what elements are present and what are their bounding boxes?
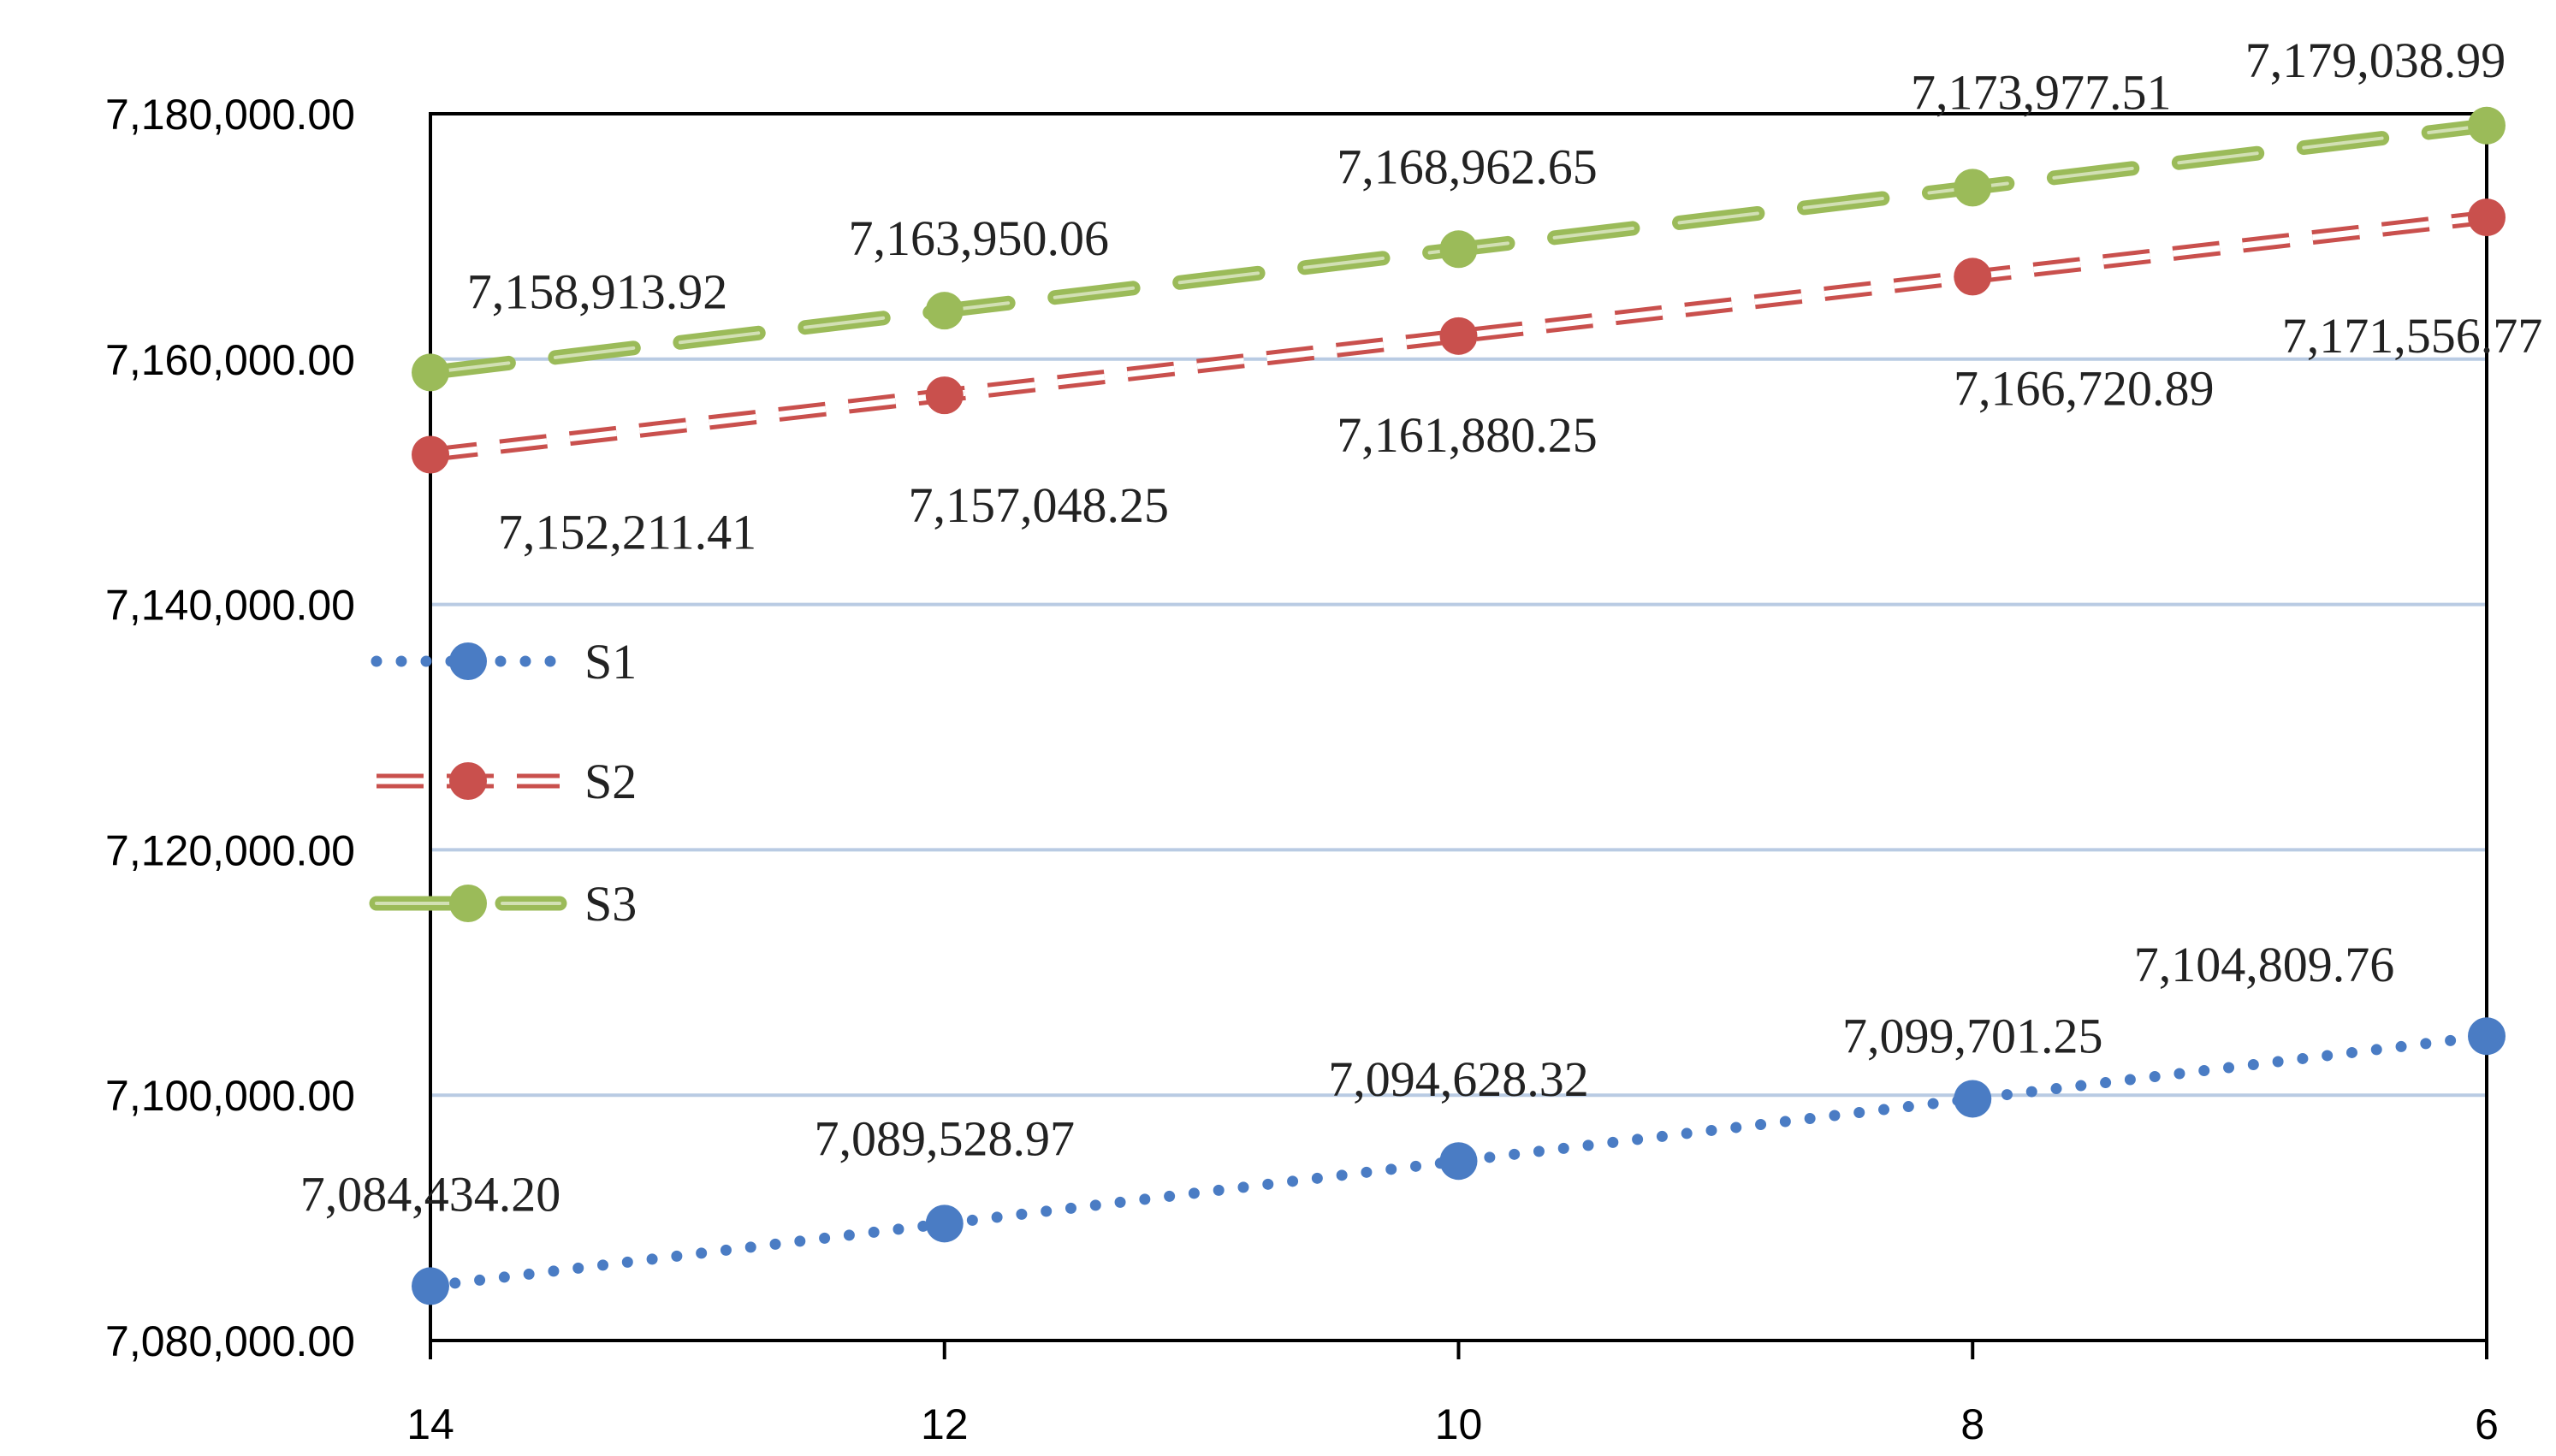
y-tick-label: 7,100,000.00 (105, 1072, 355, 1120)
data-point-s1 (1954, 1080, 1992, 1118)
data-label-s3: 7,168,962.65 (1337, 139, 1598, 194)
data-point-s3 (412, 353, 449, 392)
gridlines (430, 357, 2487, 1098)
data-label-s1: 7,084,434.20 (300, 1166, 561, 1222)
data-point-s2 (412, 435, 449, 474)
data-point-s2 (1954, 257, 1992, 296)
data-label-s3: 7,179,038.99 (2245, 33, 2506, 88)
data-point-s1 (2468, 1017, 2506, 1056)
data-point-s3 (925, 292, 964, 330)
data-label-s3: 7,173,977.51 (1911, 64, 2172, 120)
legend-marker-s3 (449, 885, 487, 922)
legend-label-s2: S2 (584, 754, 637, 809)
x-tick-label: 8 (1960, 1400, 1984, 1448)
legend-marker-s2 (449, 762, 487, 800)
data-label-s2: 7,161,880.25 (1337, 407, 1598, 463)
legend-label-s1: S1 (584, 634, 637, 690)
data-point-s1 (1439, 1142, 1478, 1181)
data-labels: 7,084,434.20 7,089,528.97 7,094,628.32 7,09… (300, 33, 2543, 1222)
legend-marker-s1 (449, 642, 487, 680)
axes: 14 12 10 8 6 7,080,000.00 7,100,000.00 7,120,00… (105, 91, 2499, 1448)
legend: S1 S2 S3 (369, 634, 637, 932)
y-tick-label: 7,160,000.00 (105, 336, 355, 384)
data-point-s2 (925, 376, 964, 415)
series (412, 106, 2506, 1305)
data-label-s1: 7,099,701.25 (1842, 1008, 2103, 1063)
data-label-s1: 7,094,628.32 (1328, 1051, 1589, 1107)
data-point-s1 (925, 1204, 964, 1243)
data-label-s2: 7,166,720.89 (1954, 360, 2215, 416)
y-tick-label: 7,180,000.00 (105, 91, 355, 139)
data-label-s1: 7,104,809.76 (2134, 937, 2395, 992)
data-label-s2: 7,171,556.77 (2282, 308, 2543, 364)
data-label-s3: 7,163,950.06 (849, 210, 1110, 266)
x-tick-label: 12 (921, 1400, 969, 1448)
data-label-s2: 7,157,048.25 (909, 477, 1170, 533)
data-point-s3 (1439, 230, 1478, 269)
legend-label-s3: S3 (584, 876, 637, 932)
data-point-s2 (1439, 317, 1478, 355)
series-line-s1 (424, 1030, 2493, 1292)
x-tick-label: 14 (406, 1400, 454, 1448)
data-point-s3 (1954, 169, 1992, 207)
data-label-s3: 7,158,913.92 (467, 263, 728, 319)
x-tick-label: 10 (1435, 1400, 1483, 1448)
data-point-s1 (412, 1267, 449, 1305)
y-tick-label: 7,120,000.00 (105, 826, 355, 874)
data-label-s1: 7,089,528.97 (815, 1110, 1076, 1166)
x-tick-label: 6 (2475, 1400, 2499, 1448)
y-tick-label: 7,140,000.00 (105, 582, 355, 630)
y-tick-label: 7,080,000.00 (105, 1317, 355, 1365)
data-point-s3 (2468, 106, 2506, 145)
data-point-s2 (2468, 198, 2506, 237)
series-line-s2-inner (430, 214, 2488, 458)
data-label-s2: 7,152,211.41 (498, 504, 756, 559)
